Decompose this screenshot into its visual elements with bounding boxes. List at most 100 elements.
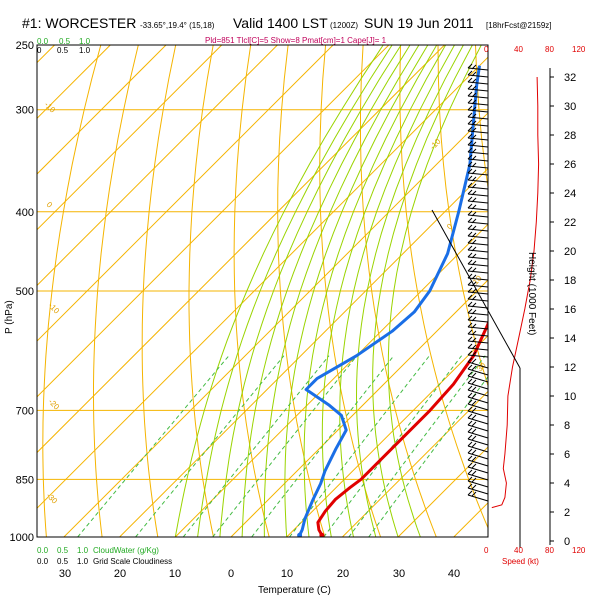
- wind-barb-flag: [471, 358, 477, 364]
- height-tick-label: 10: [564, 391, 576, 403]
- height-tick-label: 6: [564, 449, 570, 461]
- temperature-tick-label: 40: [448, 568, 460, 580]
- chart-subtitle: Pld=851 Tlcl[C]=5 Show=8 Pmat[cm]=1 Cape…: [205, 36, 387, 45]
- wind-barb-flag: [467, 413, 473, 419]
- pressure-tick-label: 500: [16, 286, 34, 298]
- temperature-tick-label: 10: [281, 568, 293, 580]
- height-tick-label: 26: [564, 159, 576, 171]
- wind-barb-flag: [471, 120, 477, 126]
- dry-adiabat-line: [360, 45, 437, 537]
- dewpoint-profile-line: [298, 65, 481, 536]
- wind-barb-flag: [467, 231, 473, 237]
- wind-barb-flag: [471, 428, 477, 434]
- wind-barb: [467, 277, 489, 281]
- wind-barb: [467, 102, 489, 106]
- wind-barb-flag: [471, 78, 477, 84]
- wind-barb: [467, 235, 489, 239]
- wind-barb-flag: [467, 483, 473, 489]
- wind-barb: [467, 333, 489, 337]
- svg-text:0: 0: [37, 46, 42, 55]
- svg-text:Speed (kt): Speed (kt): [502, 557, 539, 566]
- wind-barb-flag: [471, 302, 477, 308]
- wind-barb-flag: [467, 259, 473, 265]
- wind-barb-flag: [467, 469, 473, 475]
- svg-text:0.5: 0.5: [59, 37, 71, 46]
- height-tick-label: 2: [564, 507, 570, 519]
- wind-barb-flag: [467, 434, 473, 440]
- mixing-ratio-line: [368, 375, 488, 537]
- temperature-surface-point: [319, 532, 325, 537]
- wind-barb: [467, 347, 489, 351]
- valid-utc: (1200Z): [330, 21, 358, 30]
- dry-adiabat-line: [437, 45, 488, 388]
- bottom-left-scales: 0.0 0.5 1.0 CloudWater (g/Kg) 0.0 0.5 1.…: [37, 546, 172, 566]
- moist-adiabat-line: [284, 45, 429, 537]
- wind-barb-flag: [467, 420, 473, 426]
- wind-barb-flag: [471, 64, 477, 70]
- svg-text:0.5: 0.5: [57, 546, 69, 555]
- wind-barb-flag: [467, 210, 473, 216]
- wind-barb-flag: [471, 225, 477, 231]
- speed-scale-top: 0 40 80 120: [484, 45, 586, 54]
- wind-barb-flag: [471, 71, 477, 77]
- wind-barb-flag: [471, 162, 477, 168]
- wind-barb-flag: [471, 421, 477, 427]
- wind-barb: [467, 88, 489, 92]
- wind-barb-flag: [471, 365, 477, 371]
- wind-barbs: [467, 60, 489, 510]
- height-tick-label: 12: [564, 362, 576, 374]
- moist-adiabat-line: [263, 45, 420, 537]
- wind-barb-flag: [467, 357, 473, 363]
- wind-barb-flag: [471, 400, 477, 406]
- wind-barb: [467, 466, 489, 474]
- svg-text:0.5: 0.5: [57, 557, 69, 566]
- wind-barb-flag: [471, 127, 477, 133]
- wind-barb-flag: [471, 491, 477, 497]
- wind-barb-flag: [467, 427, 473, 433]
- mixing-ratio-line: [251, 355, 395, 537]
- moist-adiabat-line: [197, 45, 393, 537]
- height-panel: [431, 76, 540, 548]
- series-layer: [297, 65, 488, 537]
- wind-barb-flag: [471, 232, 477, 238]
- wind-barb: [467, 410, 489, 418]
- wind-barb: [467, 389, 489, 397]
- temperature-tick-label: 20: [114, 568, 126, 580]
- wind-barb: [467, 165, 489, 169]
- wind-barb: [467, 179, 489, 183]
- wind-barb-flag: [471, 106, 477, 112]
- wind-barb-flag: [471, 183, 477, 189]
- wind-barb-flag: [467, 182, 473, 188]
- moist-adiabat-line: [339, 45, 455, 537]
- wind-barb-flag: [467, 217, 473, 223]
- moist-adiabat-line: [241, 45, 411, 537]
- temperature-tick-label: 20: [337, 568, 349, 580]
- wind-barb: [467, 116, 489, 120]
- dry-adiabat-label: -20: [47, 397, 62, 412]
- wind-barb-flag: [467, 147, 473, 153]
- wind-barb-flag: [467, 462, 473, 468]
- mixing-ratio-line: [348, 355, 486, 537]
- svg-text:1.0: 1.0: [77, 546, 89, 555]
- wind-barb-flag: [471, 85, 477, 91]
- wind-barb: [467, 186, 489, 190]
- temperature-ticks: 30 20 10 0 10 20 30 40: [59, 568, 460, 580]
- temperature-tick-label: 30: [393, 568, 405, 580]
- svg-text:1.0: 1.0: [77, 557, 89, 566]
- wind-barb-flag: [467, 329, 473, 335]
- wind-barb: [467, 459, 489, 467]
- dry-adiabat-line: [550, 45, 600, 537]
- wind-barb-flag: [467, 105, 473, 111]
- wind-barb: [467, 438, 489, 446]
- wind-barb: [467, 172, 489, 176]
- wind-barb-flag: [471, 344, 477, 350]
- wind-barb: [467, 480, 489, 488]
- wind-barb: [467, 340, 489, 344]
- theta-label: -10: [428, 136, 443, 151]
- isotherm-line: [510, 45, 600, 537]
- wind-barb: [467, 326, 489, 330]
- wind-barb-flag: [471, 190, 477, 196]
- wind-barb: [467, 417, 489, 425]
- wind-barb-flag: [471, 379, 477, 385]
- wind-barb-flag: [471, 449, 477, 455]
